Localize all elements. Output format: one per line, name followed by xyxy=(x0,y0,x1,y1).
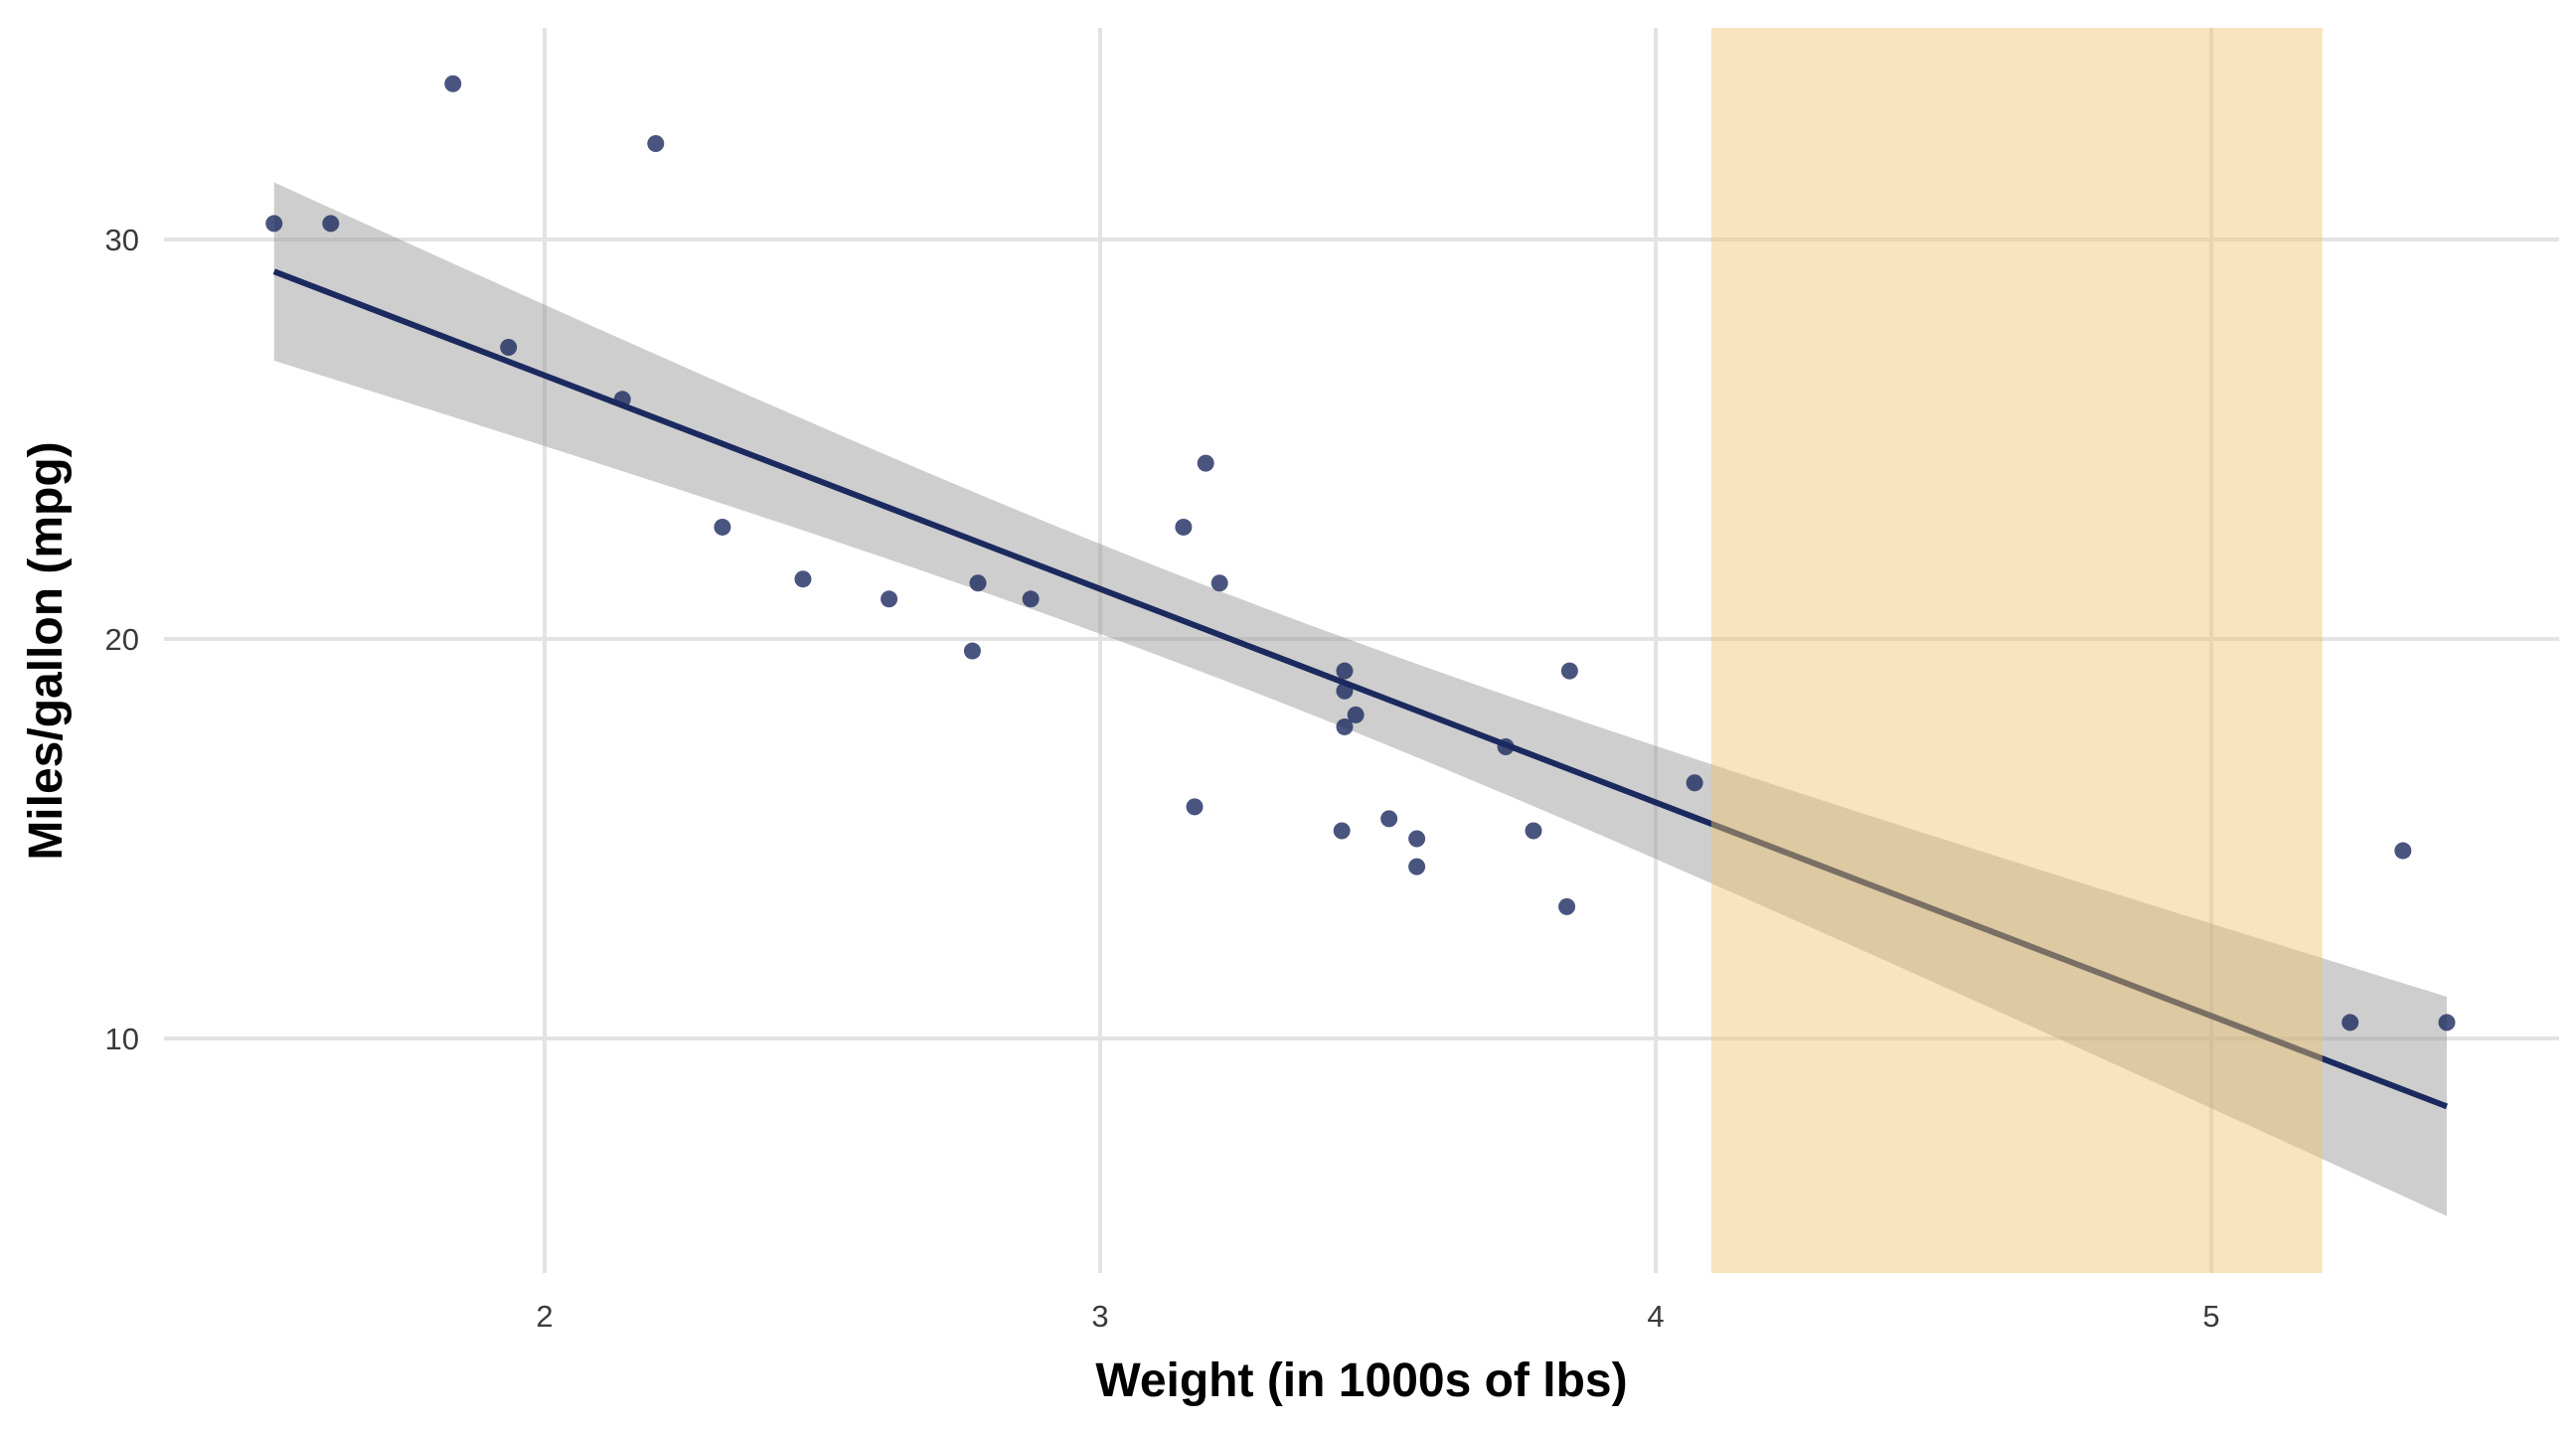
data-point xyxy=(714,518,731,536)
data-point xyxy=(647,135,665,153)
y-tick-label: 30 xyxy=(105,223,139,257)
confidence-band xyxy=(273,182,2448,1216)
x-tick-label: 4 xyxy=(1647,1299,1664,1334)
regression-line-group xyxy=(272,268,2449,1110)
confidence-band-area xyxy=(273,182,2448,1216)
x-tick-label: 2 xyxy=(536,1299,553,1334)
data-point xyxy=(1336,682,1354,700)
data-point xyxy=(265,215,283,233)
data-point xyxy=(1686,774,1703,792)
data-point xyxy=(1560,662,1578,680)
x-tick-label: 3 xyxy=(1091,1299,1108,1334)
data-point xyxy=(1408,858,1426,875)
data-point xyxy=(1186,798,1204,816)
data-point xyxy=(881,590,898,608)
data-point xyxy=(1210,574,1228,592)
data-point xyxy=(794,570,812,588)
data-point xyxy=(1380,810,1398,828)
tick-labels: 10 20 30 2 3 4 5 xyxy=(105,223,2220,1334)
y-tick-label: 10 xyxy=(105,1022,139,1056)
data-point xyxy=(1175,518,1193,536)
data-point xyxy=(444,75,462,92)
data-point xyxy=(1408,830,1426,848)
x-axis-title: Weight (in 1000s of lbs) xyxy=(1095,1354,1627,1407)
points xyxy=(265,75,2456,1032)
x-tick-label: 5 xyxy=(2202,1299,2219,1334)
gridlines xyxy=(164,28,2559,1273)
data-point xyxy=(613,391,631,408)
data-point xyxy=(1022,590,1040,608)
data-point xyxy=(1333,822,1351,840)
data-point xyxy=(1497,738,1515,756)
data-point xyxy=(1336,662,1354,680)
y-tick-label: 20 xyxy=(105,622,139,657)
regression-line xyxy=(272,268,2449,1110)
data-point xyxy=(322,215,340,233)
data-point xyxy=(1558,897,1576,915)
data-point xyxy=(1347,706,1365,723)
highlight-region-group xyxy=(1710,28,2323,1273)
data-point xyxy=(969,574,987,592)
data-point xyxy=(963,642,981,660)
data-point xyxy=(500,339,518,357)
data-point xyxy=(2394,842,2412,860)
data-point xyxy=(1197,454,1214,472)
data-point xyxy=(2341,1014,2359,1032)
data-point xyxy=(2438,1014,2456,1032)
data-point xyxy=(1336,717,1354,735)
data-point xyxy=(1525,822,1542,840)
highlight-region xyxy=(1710,28,2323,1273)
y-axis-title: Miles/gallon (mpg) xyxy=(20,441,73,860)
